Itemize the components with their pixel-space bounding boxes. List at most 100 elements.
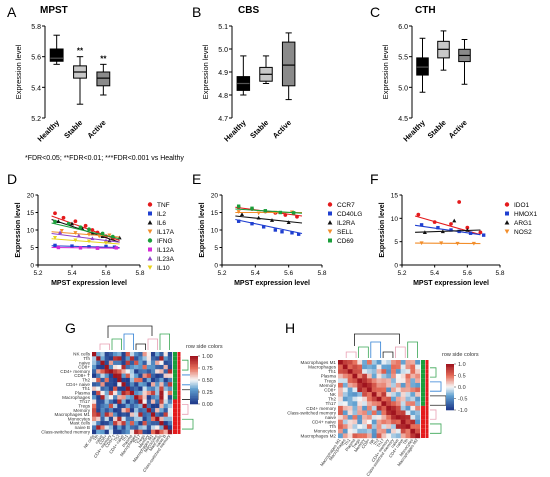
heatmap-cell <box>405 419 411 425</box>
heatmap-cell <box>142 395 147 400</box>
heatmap-cell <box>142 425 147 430</box>
heatmap-cell <box>96 425 101 430</box>
heatmap-cell <box>104 399 110 404</box>
row-side-color <box>177 377 181 383</box>
heatmap-cell <box>163 416 168 422</box>
heatmap-cell <box>381 373 387 379</box>
row-dendrogram <box>430 395 447 406</box>
heatmap-cell <box>125 373 131 379</box>
column-dendrogram <box>395 346 406 358</box>
heatmap-cell <box>104 382 110 387</box>
heatmap-cell <box>415 369 421 374</box>
heatmap-cell <box>113 382 118 387</box>
row-side-color <box>177 360 181 365</box>
heatmap-cell <box>92 425 97 430</box>
heatmap-cell <box>352 405 358 411</box>
heatmap-cell <box>142 386 147 392</box>
heatmap-cell <box>357 364 363 370</box>
y-axis-label: Expression level <box>379 202 386 257</box>
heatmap-cell <box>104 403 110 409</box>
x-category-label: Stable <box>248 118 270 140</box>
heatmap-cell <box>142 412 147 417</box>
panel-letter-b: B <box>192 4 201 20</box>
row-label: Th2 <box>328 397 336 402</box>
colorbar-segment <box>190 372 198 374</box>
heatmap-cell <box>100 360 105 366</box>
heatmap-cell <box>121 399 126 404</box>
heatmap-cell <box>125 425 131 430</box>
heatmap-cell <box>381 415 387 420</box>
heatmap-cell <box>113 395 118 400</box>
heatmap-cell <box>138 360 143 366</box>
heatmap-cell <box>400 392 406 397</box>
heatmap-cell <box>357 382 363 388</box>
heatmap-cell <box>125 356 131 361</box>
data-point-cd69 <box>250 206 254 210</box>
heatmap-cell <box>121 429 126 435</box>
row-side-color <box>173 412 177 417</box>
heatmap-cell <box>146 364 152 370</box>
row-side-color <box>173 429 177 434</box>
heatmap-cell <box>357 360 363 365</box>
y-tick-label: 4.5 <box>398 116 408 123</box>
heatmap-cell <box>121 364 126 370</box>
data-point-hmox1 <box>449 228 453 232</box>
heatmap-cell <box>410 428 416 434</box>
column-dendrogram <box>345 351 357 358</box>
heatmap-cell <box>138 403 143 409</box>
data-point-il2 <box>53 243 57 248</box>
heatmap-cell <box>150 369 156 374</box>
heatmap-cell <box>376 428 382 434</box>
heatmap-cell <box>366 405 372 411</box>
data-point-cd69 <box>278 210 283 215</box>
data-point-ifng <box>87 227 91 232</box>
heatmap-cell <box>150 390 156 396</box>
heatmap-cell <box>96 416 101 422</box>
data-point-hmox1 <box>468 231 473 235</box>
heatmap-cell <box>155 382 160 387</box>
panel-letter-g: G <box>65 320 76 336</box>
heatmap-cell <box>104 356 110 361</box>
row-side-color <box>173 373 177 378</box>
heatmap-cell <box>376 364 382 370</box>
heatmap-cell <box>391 360 397 365</box>
data-point-il17a <box>97 234 102 239</box>
legend-label: IL2RA <box>337 220 356 227</box>
data-point-ifng <box>78 225 83 230</box>
colorbar-segment <box>446 382 454 385</box>
heatmap-cell <box>167 421 173 426</box>
heatmap-cell <box>400 360 406 365</box>
row-side-color <box>421 405 425 411</box>
row-side-color <box>173 382 177 387</box>
heatmap-cell <box>391 405 397 411</box>
column-dendrogram <box>358 346 369 358</box>
colorbar-segment <box>190 362 198 365</box>
row-side-color <box>421 415 425 420</box>
heatmap-cell <box>117 386 122 392</box>
data-point-cd40lg <box>296 232 301 236</box>
heatmap-cell <box>167 412 173 417</box>
heatmap-cell <box>142 352 147 357</box>
heatmap-cell <box>125 421 131 426</box>
heatmap-cell <box>338 382 344 388</box>
heatmap-cell <box>92 399 97 404</box>
row-dendrogram <box>182 418 194 430</box>
legend-label: HMOX1 <box>514 211 538 218</box>
heatmap-cell <box>357 373 363 379</box>
row-side-color <box>421 410 425 416</box>
heatmap-cell <box>167 386 173 392</box>
heatmap-cell <box>405 428 411 434</box>
row-label: CD8+ <box>324 387 336 392</box>
row-label: CD8+ <box>78 365 90 370</box>
heatmap-cell <box>395 387 401 393</box>
heatmap-cell <box>108 377 114 383</box>
panel-letter-a: A <box>7 4 17 20</box>
colorbar-segment <box>446 387 454 389</box>
legend-marker-il2 <box>148 211 152 216</box>
heatmap-cell <box>347 378 353 384</box>
heatmap-cell <box>410 387 416 393</box>
heatmap-cell <box>362 410 368 416</box>
heatmap-cell <box>108 421 114 426</box>
heatmap-cell <box>366 382 372 388</box>
